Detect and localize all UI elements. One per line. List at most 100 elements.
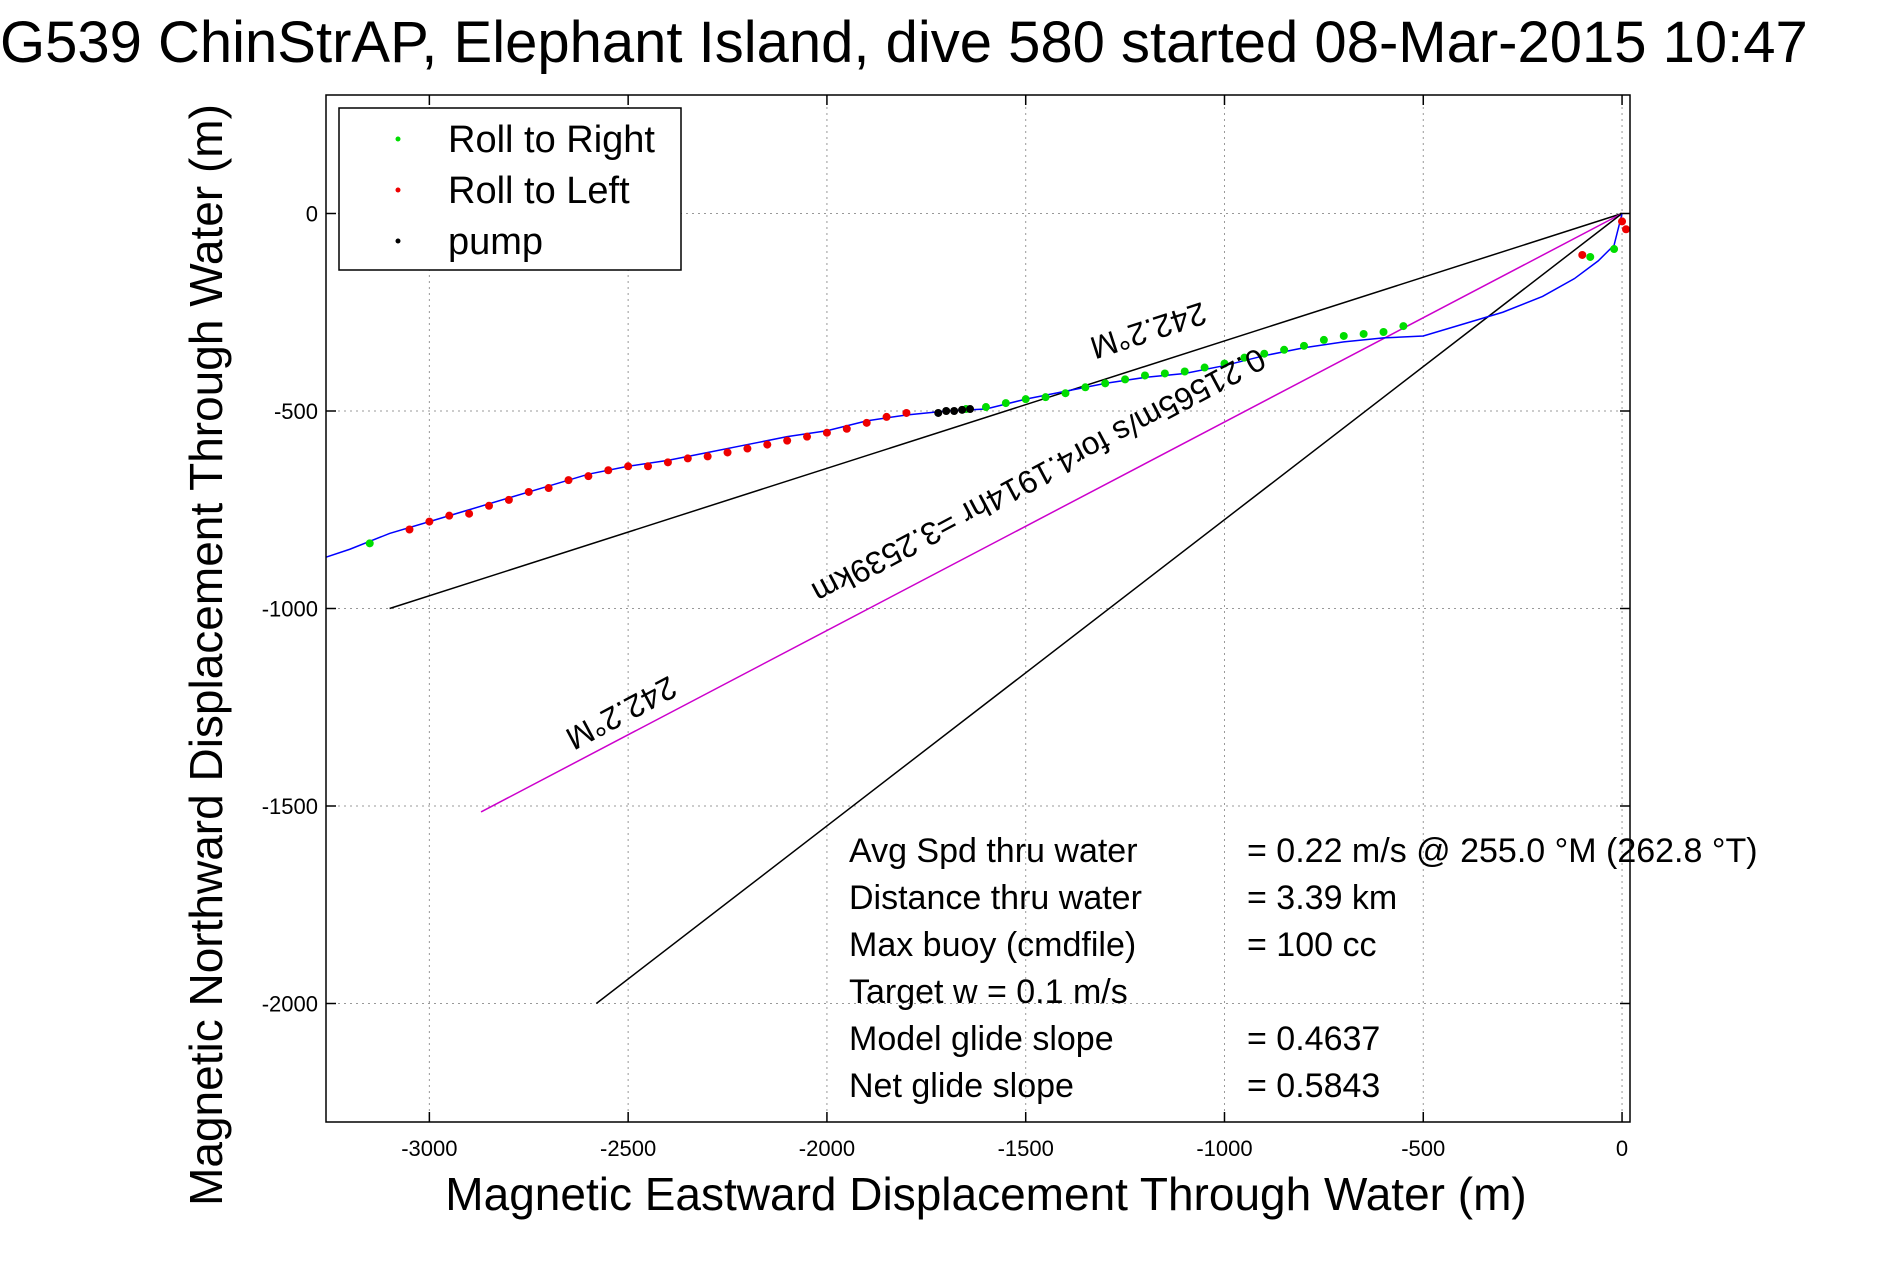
roll-left-point [644, 462, 653, 471]
reference-line-2 [480, 212, 1623, 813]
y-tick-label: -1500 [262, 794, 318, 819]
y-tick-label: 0 [306, 202, 318, 227]
roll-left-point [544, 484, 553, 493]
legend-label-pump: pump [448, 221, 543, 263]
roll-left-point [1622, 225, 1631, 234]
x-axis-label: Magnetic Eastward Displacement Through W… [445, 1168, 1526, 1220]
y-axis-label: Magnetic Northward Displacement Through … [180, 104, 232, 1206]
y-tick-label: -1000 [262, 597, 318, 622]
roll-left-point [425, 517, 434, 526]
roll-right-point [1101, 379, 1110, 388]
roll-right-point [1586, 252, 1595, 261]
roll-left-point [405, 525, 414, 534]
stat-label-model-glide: Model glide slope [849, 1020, 1114, 1058]
roll-right-point [1081, 383, 1090, 392]
stat-value-distance: = 3.39 km [1247, 879, 1397, 917]
stat-value-avg-speed: = 0.22 m/s @ 255.0 °M (262.8 °T) [1247, 832, 1758, 870]
x-tick-label: -3000 [401, 1136, 457, 1161]
roll-right-point [1021, 395, 1030, 404]
rotated-annotation: 0.21565m/s for4.1914hr =3.2539km [806, 341, 1271, 611]
legend: Roll to Right Roll to Left pump [338, 107, 682, 271]
x-tick-label: -500 [1401, 1136, 1445, 1161]
legend-marker-roll-right [395, 136, 401, 142]
stat-value-net-glide: = 0.5843 [1247, 1067, 1380, 1105]
roll-left-point [743, 444, 752, 453]
roll-left-point [763, 440, 772, 449]
roll-right-point [1200, 363, 1209, 372]
roll-right-point [1041, 393, 1050, 402]
x-tick-label: -1000 [1196, 1136, 1252, 1161]
roll-right-point [1300, 341, 1308, 350]
pump-point [934, 408, 943, 417]
reference-line-1 [389, 212, 1623, 610]
roll-right-point [1220, 359, 1229, 368]
roll-left-point [862, 418, 871, 427]
roll-left-point [524, 487, 533, 496]
pump-point [942, 407, 951, 415]
roll-right-point [1359, 329, 1368, 338]
roll-right-point [1319, 335, 1328, 344]
x-tick-label: 0 [1616, 1136, 1628, 1161]
y-tick-label: -500 [274, 399, 318, 424]
roll-right-point [1140, 371, 1149, 380]
roll-left-point [445, 511, 454, 520]
roll-left-point [723, 448, 732, 457]
x-tick-label: -2500 [600, 1136, 656, 1161]
roll-left-point [663, 458, 672, 467]
roll-left-point [504, 495, 513, 504]
roll-left-point [822, 428, 831, 437]
rotated-annotation: 242.2°M [560, 669, 682, 757]
roll-left-point [1618, 217, 1627, 226]
stat-label-distance: Distance thru water [849, 879, 1142, 917]
x-tick-label: -2000 [799, 1136, 855, 1161]
roll-right-point [365, 539, 374, 548]
rotated-annotations: 242.2°M0.21565m/s for4.1914hr =3.2539km2… [560, 295, 1271, 757]
roll-right-point [1260, 349, 1269, 358]
rotated-annotation: 242.2°M [1086, 295, 1211, 366]
x-tick-label: -1500 [998, 1136, 1054, 1161]
roll-right-point [1610, 245, 1619, 254]
stat-label-net-glide: Net glide slope [849, 1067, 1074, 1105]
roll-left-point [584, 472, 593, 481]
ticks: -3000 -2500 -2000 -1500 -1000 -500 0 0 -500 -1000… [262, 95, 1630, 1161]
roll-right-point [1121, 375, 1130, 384]
legend-label-roll-left: Roll to Left [448, 170, 630, 212]
roll-left-point [842, 424, 851, 433]
roll-left-point [882, 412, 891, 421]
y-tick-label: -2000 [262, 992, 318, 1017]
roll-right-point [1280, 345, 1289, 354]
legend-marker-pump [395, 238, 401, 244]
roll-left-point [902, 408, 911, 417]
roll-right-point [1240, 353, 1249, 362]
roll-left-point [624, 462, 633, 471]
pump-point [958, 405, 967, 414]
roll-left-point [703, 452, 712, 461]
stats-block: Avg Spd thru water = 0.22 m/s @ 255.0 °M… [849, 832, 1758, 1105]
roll-right-point [1001, 399, 1010, 408]
roll-right-point [1399, 322, 1408, 331]
roll-left-point [564, 476, 573, 485]
roll-right-point [1061, 389, 1070, 398]
legend-marker-roll-left [395, 187, 401, 193]
roll-right-point [1339, 331, 1348, 340]
pump-point [966, 405, 975, 414]
reference-line-3 [595, 212, 1623, 1005]
roll-left-point [465, 509, 474, 518]
roll-left-point [683, 454, 692, 463]
stat-label-avg-speed: Avg Spd thru water [849, 832, 1138, 870]
stat-value-model-glide: = 0.4637 [1247, 1020, 1380, 1058]
stat-value-max-buoy: = 100 cc [1247, 926, 1376, 964]
legend-label-roll-right: Roll to Right [448, 119, 655, 161]
pump-point [950, 407, 959, 415]
roll-left-point [1578, 250, 1587, 259]
roll-right-point [981, 403, 990, 412]
roll-left-point [803, 432, 812, 441]
roll-right-point [1160, 369, 1169, 378]
roll-left-point [485, 501, 493, 510]
stat-label-max-buoy: Max buoy (cmdfile) [849, 926, 1136, 964]
roll-right-point [1379, 328, 1388, 336]
chart-title: G539 ChinStrAP, Elephant Island, dive 58… [0, 10, 1808, 75]
roll-right-point [1180, 367, 1189, 376]
series-layer [325, 212, 1631, 1005]
